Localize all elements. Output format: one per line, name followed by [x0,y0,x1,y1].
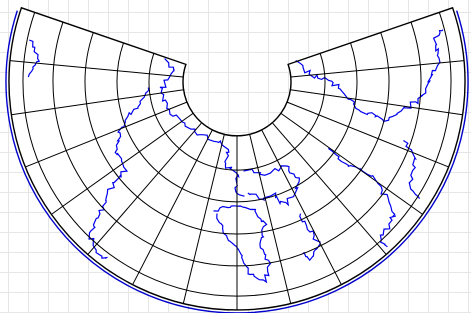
conic-map [0,0,471,313]
page: {} (() => { const data = JSON.parse(docu… [0,0,471,313]
map-area [6,8,468,313]
